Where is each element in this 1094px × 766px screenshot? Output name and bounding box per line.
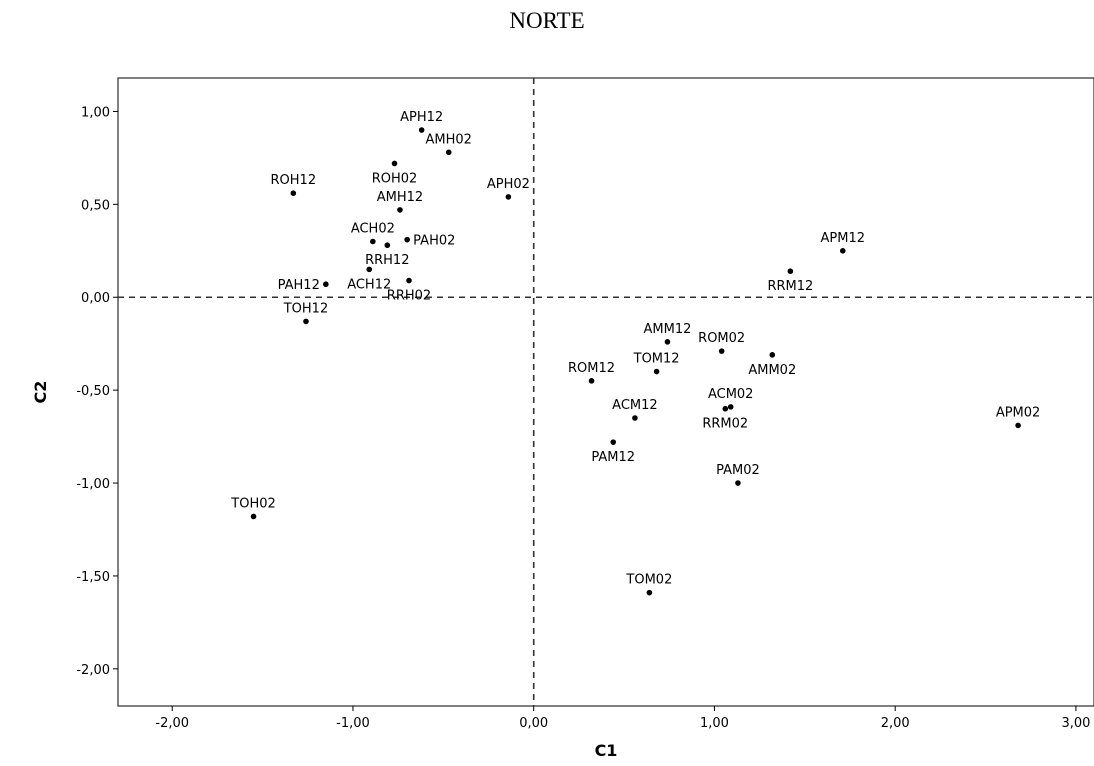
point-label: PAM12 bbox=[591, 450, 635, 465]
data-point bbox=[323, 281, 329, 288]
point-label: RRH12 bbox=[365, 253, 409, 268]
data-point bbox=[588, 378, 595, 384]
point-label: ROM12 bbox=[568, 361, 615, 376]
point-label: RRH02 bbox=[387, 289, 431, 304]
data-point bbox=[664, 339, 671, 345]
point-label: APM02 bbox=[996, 405, 1041, 420]
point-label: AMM12 bbox=[644, 322, 692, 337]
data-point bbox=[384, 242, 391, 249]
x-tick-label: -2,00 bbox=[155, 716, 189, 731]
data-point bbox=[303, 318, 309, 325]
data-point bbox=[418, 127, 425, 133]
data-point bbox=[1015, 422, 1021, 429]
x-tick-label: 2,00 bbox=[881, 716, 910, 731]
data-point bbox=[445, 149, 452, 156]
point-label: ROH12 bbox=[271, 173, 317, 188]
data-point bbox=[769, 352, 776, 358]
data-point bbox=[735, 480, 741, 486]
point-label: TOM02 bbox=[625, 573, 672, 588]
data-point bbox=[727, 404, 734, 410]
point-label: APH12 bbox=[400, 110, 443, 125]
y-tick-label: -1,00 bbox=[76, 477, 110, 492]
y-tick-label: -2,00 bbox=[76, 663, 110, 678]
chart-title: NORTE bbox=[509, 8, 585, 33]
data-point bbox=[397, 207, 403, 213]
y-tick-label: -0,50 bbox=[76, 384, 110, 399]
point-label: ACH12 bbox=[347, 277, 391, 292]
data-point bbox=[250, 513, 257, 520]
data-point bbox=[290, 190, 297, 196]
point-label: AMH12 bbox=[377, 190, 423, 205]
data-point bbox=[406, 277, 412, 284]
y-tick-label: 1,00 bbox=[81, 105, 110, 120]
data-point bbox=[718, 348, 725, 354]
y-tick-label: -1,50 bbox=[76, 570, 110, 585]
x-tick-label: -1,00 bbox=[336, 716, 370, 731]
data-point bbox=[391, 160, 398, 167]
point-label: TOH12 bbox=[283, 301, 329, 316]
point-label: APH02 bbox=[487, 177, 530, 192]
y-tick-label: 0,50 bbox=[81, 198, 110, 213]
y-axis-ticks: 1,00 0,50 0,00 -0,50 -1,00 -1,50 -2,00 bbox=[76, 105, 118, 678]
point-label: AMM02 bbox=[748, 363, 796, 378]
x-tick-label: 3,00 bbox=[1061, 716, 1090, 731]
point-label: ACH02 bbox=[351, 222, 395, 237]
point-label: ACM02 bbox=[708, 387, 754, 402]
data-point bbox=[505, 194, 512, 200]
data-point bbox=[839, 247, 846, 254]
point-label: ACM12 bbox=[612, 398, 658, 413]
x-axis-ticks: -2,00 -1,00 0,00 1,00 2,00 3,00 bbox=[155, 706, 1090, 731]
data-point bbox=[366, 266, 373, 273]
data-point bbox=[370, 238, 376, 245]
x-axis-label: C1 bbox=[595, 741, 618, 760]
data-point bbox=[646, 589, 653, 596]
x-tick-label: 0,00 bbox=[519, 716, 548, 731]
point-label: ROM02 bbox=[698, 331, 745, 346]
x-tick-label: 1,00 bbox=[700, 716, 729, 731]
point-label: RRM12 bbox=[767, 279, 813, 294]
y-axis-label: C2 bbox=[31, 381, 50, 404]
point-label: APM12 bbox=[821, 231, 866, 246]
y-tick-label: 0,00 bbox=[81, 291, 110, 306]
point-label: RRM02 bbox=[702, 417, 748, 432]
data-point bbox=[787, 268, 794, 275]
data-point bbox=[610, 439, 617, 445]
reference-lines bbox=[118, 78, 1094, 706]
plot-frame bbox=[117, 77, 1094, 707]
data-point bbox=[632, 415, 638, 421]
point-label: ROH02 bbox=[372, 171, 418, 186]
point-label: PAH12 bbox=[278, 278, 320, 293]
point-label: TOM12 bbox=[633, 352, 680, 367]
point-label: PAM02 bbox=[716, 463, 760, 478]
data-point bbox=[404, 236, 410, 243]
point-label: AMH02 bbox=[426, 132, 472, 147]
data-point bbox=[722, 405, 729, 412]
point-label: TOH02 bbox=[230, 496, 276, 511]
data-point bbox=[653, 368, 660, 375]
point-label: PAH02 bbox=[413, 234, 455, 249]
data-points: APH12 AMH02 ROH02 ROH12 APH02 AMH12 ACH02 PAH02… bbox=[230, 110, 1041, 596]
